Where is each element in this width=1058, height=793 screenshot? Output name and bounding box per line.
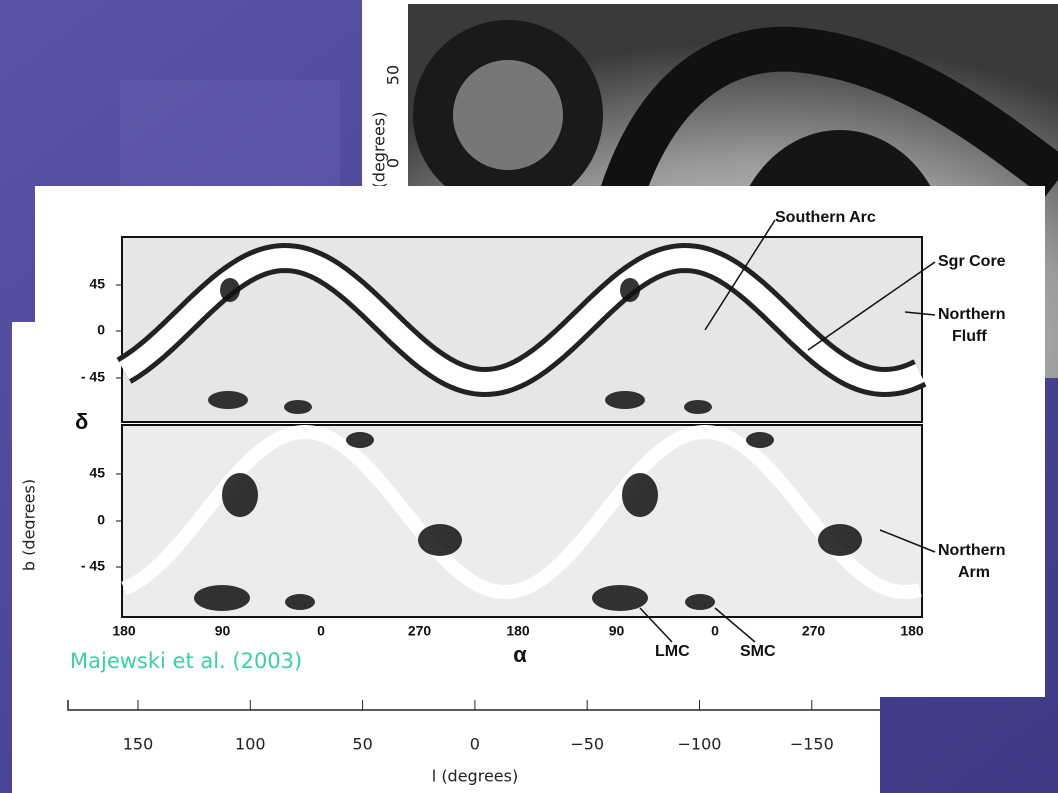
- x-tick-label: 0: [317, 623, 325, 639]
- middle-figure: Southern Arc Sgr Core Northern Fluff Nor…: [35, 186, 1045, 697]
- x-tick-label: 270: [408, 623, 432, 639]
- dense-region: [284, 400, 312, 414]
- dense-region: [222, 473, 258, 517]
- y-axis-label: δ: [75, 409, 88, 434]
- annotation: Sgr Core: [938, 253, 1006, 270]
- dark-band: [577, 26, 1058, 303]
- dense-region: [208, 391, 248, 409]
- annotation: Northern: [938, 542, 1006, 559]
- y-tick-label: 0: [97, 512, 105, 528]
- annotation: SMC: [740, 643, 776, 660]
- y-tick-label: 50: [384, 65, 403, 85]
- x-tick-label: 180: [900, 623, 924, 639]
- x-axis: [67, 700, 880, 711]
- dense-region: [346, 432, 374, 448]
- y-axis-label: b (degrees): [20, 479, 39, 571]
- x-tick-label: 50: [352, 735, 372, 754]
- annotation: LMC: [655, 643, 690, 660]
- credit: Majewski et al. (2003): [70, 649, 302, 673]
- x-tick-label: 100: [235, 735, 266, 754]
- dense-region: [620, 278, 640, 302]
- texture: [120, 80, 340, 200]
- annotation: Fluff: [952, 328, 987, 345]
- x-tick-label: 0: [711, 623, 719, 639]
- dense-region: [194, 585, 250, 611]
- x-tick-label: 0: [470, 735, 480, 754]
- x-tick-label: 270: [802, 623, 826, 639]
- x-tick-label: −100: [678, 735, 722, 754]
- x-tick-label: 90: [609, 623, 625, 639]
- x-tick-label: 180: [506, 623, 530, 639]
- dark-region: [453, 60, 563, 170]
- y-tick-label: - 45: [81, 369, 105, 385]
- annotation: Southern Arc: [775, 209, 876, 226]
- x-tick-label: −50: [570, 735, 604, 754]
- dense-region: [220, 278, 240, 302]
- y-tick-label: 0: [384, 158, 403, 168]
- x-tick-label: 90: [215, 623, 231, 639]
- x-axis-label: α: [513, 642, 527, 667]
- dense-region: [818, 524, 862, 556]
- dense-region: [622, 473, 658, 517]
- x-tick-label: 180: [112, 623, 136, 639]
- annotation: Arm: [958, 564, 990, 581]
- stream-band: [121, 424, 922, 600]
- y-axis-label: (degrees): [370, 112, 389, 189]
- y-tick-label: 45: [89, 276, 105, 292]
- x-tick-label: −150: [790, 735, 834, 754]
- y-tick-label: - 45: [81, 558, 105, 574]
- dense-region: [592, 585, 648, 611]
- y-tick-label: 0: [97, 322, 105, 338]
- dense-region: [684, 400, 712, 414]
- y-tick-label: 45: [89, 465, 105, 481]
- dense-region: [285, 594, 315, 610]
- x-tick-label: 150: [123, 735, 154, 754]
- dense-region: [746, 432, 774, 448]
- stream-band: [119, 247, 925, 393]
- x-axis-label: l (degrees): [432, 767, 518, 786]
- leader-lines: [639, 219, 936, 643]
- dense-region: [685, 594, 715, 610]
- annotation: Northern: [938, 306, 1006, 323]
- dense-region: [418, 524, 462, 556]
- dense-region: [605, 391, 645, 409]
